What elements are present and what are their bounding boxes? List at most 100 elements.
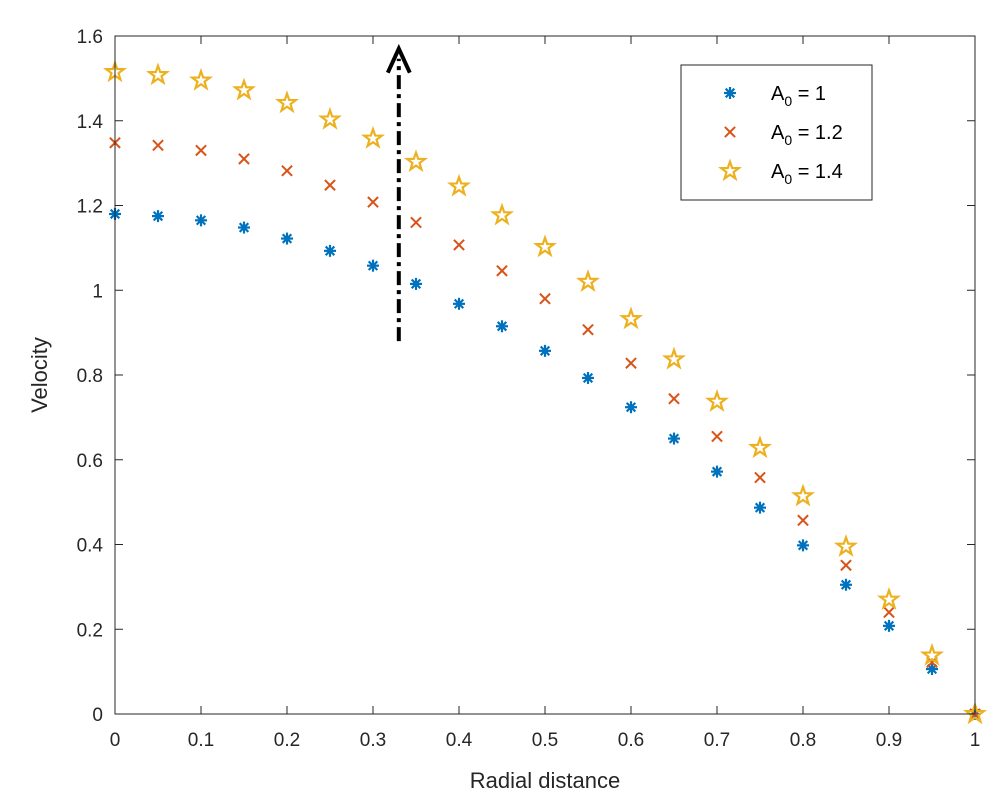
legend-label-rest: = 1.2 <box>792 122 843 144</box>
y-tick-label: 0.8 <box>77 366 103 387</box>
data-point <box>317 106 343 130</box>
arrow-head <box>385 43 412 74</box>
legend-label-base: A <box>771 161 785 183</box>
arrow-layer <box>385 43 412 342</box>
x-tick-label: 0.5 <box>532 730 558 751</box>
legend-label-subscript: 0 <box>784 93 792 109</box>
x-tick-label: 0.3 <box>360 730 386 751</box>
data-point <box>324 179 336 191</box>
legend-marker <box>724 87 736 99</box>
data-point <box>840 578 852 591</box>
data-point <box>453 297 465 310</box>
data-point <box>754 471 766 484</box>
data-point <box>797 539 809 552</box>
data-point <box>539 344 551 357</box>
data-point <box>410 216 422 229</box>
data-point <box>367 196 379 208</box>
data-point <box>797 514 809 527</box>
data-point <box>582 323 594 336</box>
data-point <box>625 401 637 414</box>
data-point <box>926 663 938 676</box>
data-point <box>661 346 687 370</box>
data-point <box>360 125 386 149</box>
plot-frame <box>114 35 976 715</box>
legend-label-base: A <box>771 122 785 144</box>
legend-label-rest: = 1 <box>792 83 826 105</box>
data-point <box>840 559 852 572</box>
x-tick-label: 0.8 <box>790 730 816 751</box>
data-point <box>489 202 515 226</box>
data-point <box>582 371 594 384</box>
legend-label-rest: = 1.4 <box>792 161 843 183</box>
y-tick-label: 0.4 <box>77 536 104 557</box>
legend-box <box>680 64 873 201</box>
data-point <box>883 619 895 632</box>
data-point <box>152 210 164 223</box>
data-point <box>453 239 465 251</box>
x-tick-label: 0.1 <box>188 730 214 751</box>
data-point <box>281 164 293 177</box>
data-point <box>711 465 723 478</box>
data-point <box>324 244 336 257</box>
data-point <box>281 232 293 245</box>
legend: A0 = 1A0 = 1.2A0 = 1.4 <box>680 64 873 201</box>
y-axis-label: Velocity <box>27 337 52 413</box>
x-tick-label: 0.9 <box>876 730 902 751</box>
x-tick-label: 0 <box>110 730 121 751</box>
data-point <box>962 701 988 725</box>
y-tick-label: 1.4 <box>77 112 104 133</box>
legend-label: A0 = 1 <box>771 83 826 109</box>
legend-label: A0 = 1.2 <box>771 122 843 148</box>
legend-marker <box>724 126 736 138</box>
data-point <box>188 67 214 91</box>
data-point <box>883 606 895 619</box>
data-point <box>539 292 551 305</box>
legend-label-base: A <box>771 83 785 105</box>
data-point <box>496 320 508 333</box>
y-tick-label: 0.6 <box>77 451 103 472</box>
ticks-layer: 0 0.1 0.2 0.3 0.4 0.5 0.6 0.7 0.8 0.9 1 0 0.2 0.4 0.6 0… <box>77 27 981 751</box>
x-tick-label: 0.4 <box>446 730 473 751</box>
data-point <box>496 264 508 277</box>
y-tick-label: 1.2 <box>77 197 103 218</box>
data-point <box>145 62 171 86</box>
data-point <box>711 430 723 443</box>
y-tick-label: 0 <box>92 705 103 726</box>
data-point <box>876 586 902 610</box>
y-tick-label: 0.2 <box>77 620 103 641</box>
x-tick-label: 0.2 <box>274 730 300 751</box>
data-point <box>238 153 250 165</box>
data-point <box>575 269 601 293</box>
data-point <box>704 389 730 412</box>
legend-label-subscript: 0 <box>784 171 792 187</box>
data-point <box>403 149 429 173</box>
legend-marker <box>717 158 743 182</box>
y-tick-label: 1 <box>92 281 103 302</box>
data-point <box>747 435 773 459</box>
x-tick-label: 0.7 <box>704 730 730 751</box>
y-tick-label: 1.6 <box>77 27 103 48</box>
data-point <box>195 144 207 157</box>
data-point <box>532 234 558 258</box>
data-point <box>668 432 680 445</box>
series-2 <box>109 136 981 720</box>
data-point <box>274 90 300 114</box>
data-point <box>446 173 472 197</box>
data-point <box>790 483 816 507</box>
data-point <box>668 392 680 405</box>
x-tick-label: 0.6 <box>618 730 644 751</box>
legend-label: A0 = 1.4 <box>771 161 843 187</box>
data-point <box>625 357 637 369</box>
x-tick-label: 1 <box>970 730 981 751</box>
legend-label-subscript: 0 <box>784 132 792 148</box>
data-point <box>919 642 945 666</box>
data-point <box>618 306 644 330</box>
data-point <box>367 259 379 272</box>
x-axis-label: Radial distance <box>470 768 620 793</box>
data-point <box>238 221 250 234</box>
data-point <box>231 77 257 101</box>
data-point <box>152 139 164 152</box>
data-point <box>195 214 207 227</box>
data-point <box>833 533 859 557</box>
